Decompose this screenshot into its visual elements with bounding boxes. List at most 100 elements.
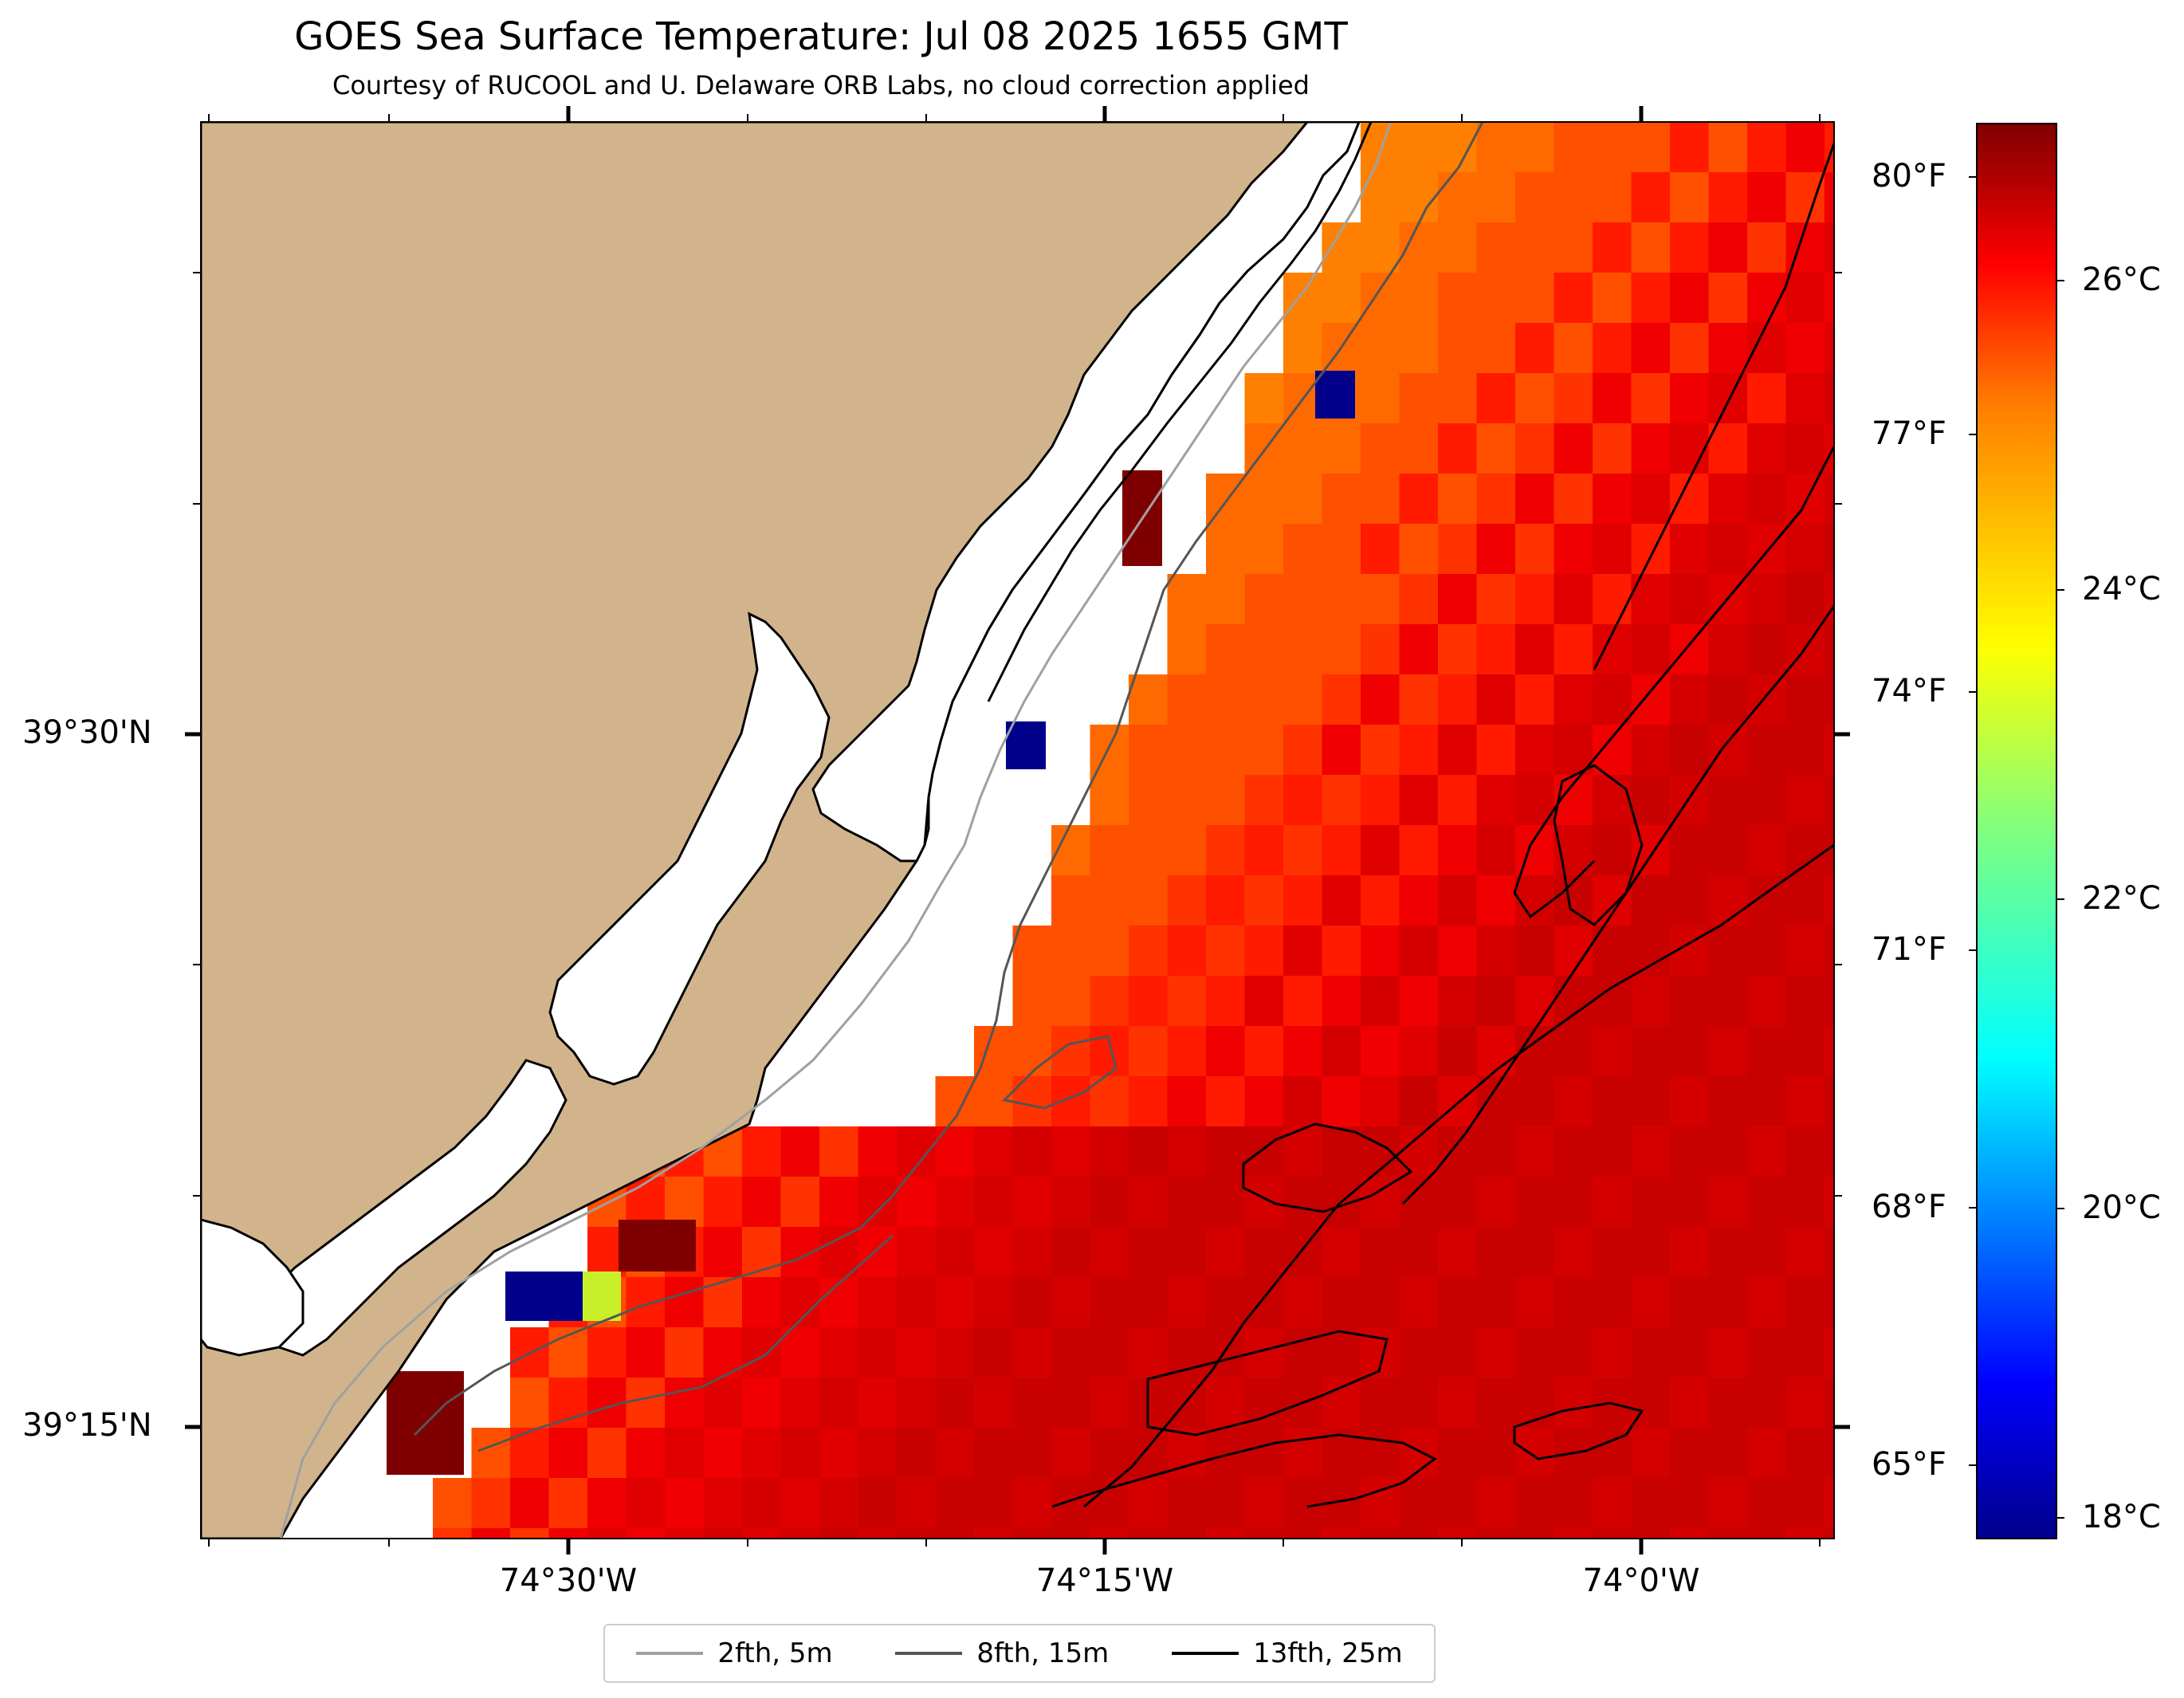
sst-cell bbox=[1283, 574, 1323, 625]
sst-cell bbox=[1825, 122, 1834, 173]
sst-cell bbox=[1129, 1478, 1169, 1529]
sst-cell bbox=[1631, 1227, 1671, 1278]
sst-cell bbox=[1244, 1026, 1284, 1077]
sst-cell bbox=[1399, 725, 1439, 776]
sst-cell bbox=[1670, 1528, 1710, 1539]
sst-cell bbox=[1554, 574, 1593, 625]
sst-cell bbox=[1361, 1277, 1400, 1328]
sst-cell bbox=[1631, 373, 1671, 424]
sst-cell bbox=[1322, 1378, 1361, 1429]
sst-cell bbox=[1012, 1528, 1052, 1539]
sst-cell bbox=[1476, 1428, 1516, 1479]
sst-cell bbox=[780, 1478, 820, 1529]
sst-cell bbox=[1283, 1227, 1323, 1278]
sst-cell bbox=[1399, 373, 1439, 424]
sst-cell bbox=[1554, 1177, 1593, 1228]
sst-cell bbox=[819, 1227, 859, 1278]
sst-cell bbox=[1167, 624, 1207, 675]
sst-cell bbox=[1631, 423, 1671, 474]
sst-cell bbox=[1051, 1177, 1091, 1228]
sst-cell bbox=[1708, 875, 1748, 926]
sst-cell bbox=[1825, 976, 1834, 1027]
sst-cell bbox=[1593, 423, 1632, 474]
sst-cell bbox=[1051, 1378, 1091, 1429]
sst-cell bbox=[1554, 674, 1593, 725]
sst-cell bbox=[1012, 1428, 1052, 1479]
sst-cell bbox=[1167, 926, 1207, 977]
sst-cell bbox=[1515, 1177, 1555, 1228]
sst-cell bbox=[1090, 1378, 1129, 1429]
colorbar-f-71: 71°F bbox=[1872, 931, 1946, 968]
sst-cell bbox=[703, 1528, 743, 1539]
sst-cell bbox=[1593, 1076, 1632, 1127]
sst-cell bbox=[626, 1277, 666, 1328]
sst-cell bbox=[1593, 373, 1632, 424]
sst-cell bbox=[1244, 373, 1284, 424]
sst-cell bbox=[935, 1528, 975, 1539]
sst-cell bbox=[1785, 122, 1825, 173]
sst-cell bbox=[1825, 1177, 1834, 1228]
legend-swatch-2fth bbox=[636, 1652, 704, 1655]
sst-cell bbox=[1361, 1428, 1400, 1479]
sst-cell bbox=[935, 1478, 975, 1529]
sst-cell bbox=[742, 1327, 782, 1378]
sst-cell bbox=[703, 1177, 743, 1228]
sst-cell bbox=[1129, 1126, 1169, 1177]
sst-cell bbox=[1283, 725, 1323, 776]
isobath-8fth-shelf bbox=[477, 1234, 894, 1452]
sst-cell bbox=[1244, 1478, 1284, 1529]
sst-cell bbox=[1747, 323, 1787, 374]
sst-cell bbox=[1785, 423, 1825, 474]
sst-cell bbox=[1747, 423, 1787, 474]
sst-cell bbox=[1206, 674, 1246, 725]
colorbar bbox=[1976, 123, 2057, 1539]
sst-cell bbox=[1206, 1076, 1246, 1127]
sst-cell bbox=[1129, 1528, 1169, 1539]
sst-cell bbox=[510, 1528, 550, 1539]
sst-cell bbox=[1283, 1026, 1323, 1077]
sst-cell bbox=[1670, 1177, 1710, 1228]
sst-cell bbox=[1670, 725, 1710, 776]
sst-cell bbox=[1670, 524, 1710, 575]
isobath-13fth-c bbox=[1401, 605, 1834, 1205]
sst-cell bbox=[548, 1478, 588, 1529]
isobath-13fth-h bbox=[1513, 1401, 1644, 1460]
sst-cell bbox=[897, 1528, 937, 1539]
sst-cell bbox=[1012, 1126, 1052, 1177]
sst-cell bbox=[1399, 574, 1439, 625]
sst-cell bbox=[1399, 1327, 1439, 1378]
sst-cell bbox=[1747, 725, 1787, 776]
sst-cell bbox=[1090, 1227, 1129, 1278]
sst-cell bbox=[1051, 926, 1091, 977]
sst-cell bbox=[1322, 1327, 1361, 1378]
colorbar-f-80: 80°F bbox=[1872, 158, 1946, 195]
sst-cell bbox=[703, 1378, 743, 1429]
sst-cell bbox=[1670, 1126, 1710, 1177]
sst-cell bbox=[1283, 624, 1323, 675]
sst-cell bbox=[1670, 1428, 1710, 1479]
sst-cell bbox=[1708, 674, 1748, 725]
sst-cell bbox=[1283, 273, 1323, 324]
sst-cell bbox=[1593, 775, 1632, 826]
sst-cell bbox=[1708, 474, 1748, 525]
sst-cell bbox=[1476, 1126, 1516, 1177]
sst-cell bbox=[1012, 1478, 1052, 1529]
sst-cell bbox=[1244, 1277, 1284, 1328]
sst-cell bbox=[1361, 323, 1400, 374]
sst-cell bbox=[1399, 423, 1439, 474]
colorbar-f-65: 65°F bbox=[1872, 1446, 1946, 1483]
sst-cell bbox=[780, 1428, 820, 1479]
sst-cell bbox=[1206, 524, 1246, 575]
sst-cell bbox=[1554, 1076, 1593, 1127]
sst-cell bbox=[1012, 1277, 1052, 1328]
sst-cell bbox=[1670, 474, 1710, 525]
sst-cell bbox=[587, 1528, 627, 1539]
sst-cell bbox=[433, 1528, 473, 1539]
sst-cell bbox=[1399, 624, 1439, 675]
sst-cell bbox=[626, 1428, 666, 1479]
sst-cell bbox=[1438, 172, 1478, 223]
sst-cell bbox=[1515, 624, 1555, 675]
sst-cell bbox=[1708, 825, 1748, 876]
sst-cell bbox=[1322, 524, 1361, 575]
sst-cell bbox=[1012, 926, 1052, 977]
